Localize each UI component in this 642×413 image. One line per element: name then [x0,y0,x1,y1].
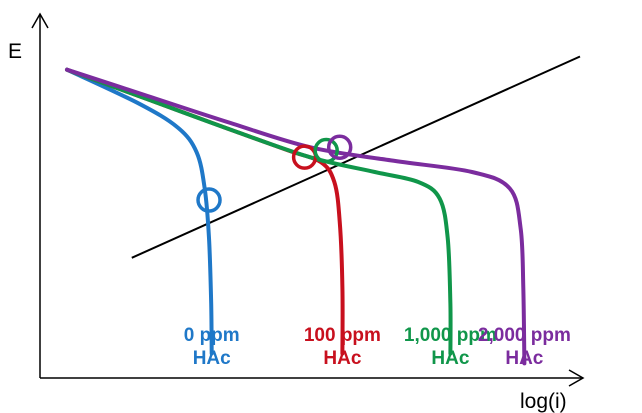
axes: E log(i) [8,12,585,413]
y-axis-label: E [8,40,22,63]
y-axis-arrow-icon [31,12,49,29]
series-label-2000-ppm: 2,000 ppm [478,325,571,346]
series-sublabel-2000-ppm: HAc [505,348,543,369]
curve-2000-ppm [65,67,527,366]
series-sublabel-1000-ppm: HAc [431,348,469,369]
series-label-1000-ppm: 1,000 ppm [404,325,497,346]
series-sublabel-0-ppm: HAc [193,348,231,369]
intersection-marker-2000-ppm [326,134,353,160]
series-label-100-ppm: 100 ppm [304,325,381,346]
curve-1000-ppm [65,67,453,356]
series-label-0-ppm: 0 ppm [184,325,240,346]
x-axis-arrow-icon [568,369,585,387]
intersection-marker-0-ppm [196,187,222,213]
series-sublabel-100-ppm: HAc [323,348,361,369]
x-axis-label: log(i) [520,390,567,413]
intersection-marker-1000-ppm [313,137,339,164]
curves-layer [65,67,527,366]
curve-0-ppm [65,67,214,356]
markers-layer [196,134,353,213]
